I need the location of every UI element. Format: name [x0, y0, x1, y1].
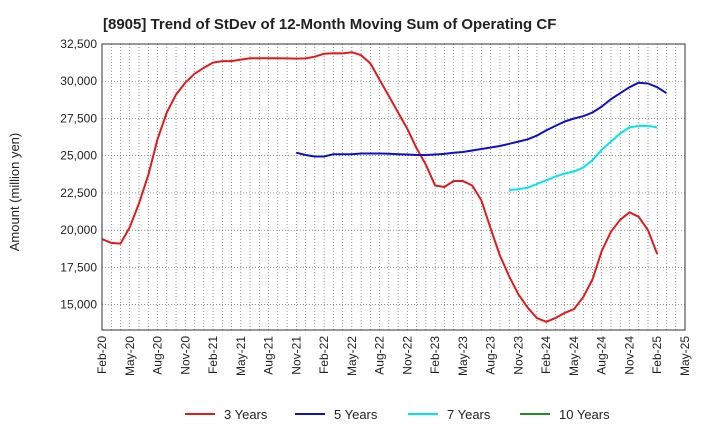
- plot-frame: [101, 43, 686, 331]
- y-tick-label: 25,000: [60, 149, 97, 163]
- x-tick-label: May-25: [678, 336, 692, 376]
- plot-background: [102, 44, 685, 330]
- x-tick-labels: Feb-20 May-20 Aug-20 Nov-20 Feb-21 May-21 Aug-…: [95, 336, 692, 376]
- legend-label: 10 Years: [559, 407, 610, 422]
- series-line-5-years: [296, 81, 668, 158]
- x-tick-label: Nov-20: [178, 336, 192, 375]
- x-tick-label: May-21: [234, 336, 248, 376]
- y-tick-label: 20,000: [60, 223, 97, 237]
- x-tick-label: Feb-21: [206, 336, 220, 374]
- legend-item-5-years: 5 Years: [295, 407, 378, 422]
- y-tick-label: 15,000: [60, 298, 97, 312]
- x-tick-label: May-22: [345, 336, 359, 376]
- x-tick-label: Nov-22: [400, 336, 414, 375]
- legend-item-3-years: 3 Years: [185, 407, 268, 422]
- x-tick-label: Nov-24: [622, 336, 636, 375]
- x-tick-label: May-23: [456, 336, 470, 376]
- chart-title: [8905] Trend of StDev of 12-Month Moving…: [103, 16, 556, 33]
- x-tick-label: Feb-24: [539, 336, 553, 374]
- y-axis-label: Amount (million yen): [7, 133, 22, 252]
- y-tick-label: 22,500: [60, 186, 97, 200]
- legend-item-7-years: 7 Years: [408, 407, 491, 422]
- y-tick-label: 32,500: [60, 37, 97, 51]
- x-tick-label: Aug-20: [151, 336, 165, 375]
- x-tick-label: Aug-23: [484, 336, 498, 375]
- y-tick-label: 17,500: [60, 260, 97, 274]
- y-tick-label: 30,000: [60, 74, 97, 88]
- legend-item-10-years: 10 Years: [520, 407, 610, 422]
- x-tick-label: Feb-23: [428, 336, 442, 374]
- series-layer: [101, 51, 668, 323]
- x-tick-label: Aug-22: [373, 336, 387, 375]
- plot-area: [102, 44, 685, 330]
- x-tick-label: Feb-22: [317, 336, 331, 374]
- series-line-7-years: [509, 124, 658, 191]
- series-line-3-years: [101, 51, 659, 323]
- y-tick-label: 27,500: [60, 111, 97, 125]
- legend: 3 Years 5 Years 7 Years 10 Years: [185, 407, 610, 422]
- legend-label: 3 Years: [224, 407, 268, 422]
- x-tick-label: May-20: [123, 336, 137, 376]
- legend-label: 5 Years: [334, 407, 378, 422]
- legend-label: 7 Years: [447, 407, 491, 422]
- x-tick-label: Aug-21: [262, 336, 276, 375]
- x-tick-label: May-24: [567, 336, 581, 376]
- axes: [101, 43, 686, 331]
- x-tick-label: Nov-23: [511, 336, 525, 375]
- x-tick-label: Aug-24: [595, 336, 609, 375]
- x-tick-label: Nov-21: [289, 336, 303, 375]
- y-tick-labels: 15,000 17,500 20,000 22,500 25,000 27,500 30,0…: [60, 37, 97, 312]
- x-tick-label: Feb-25: [650, 336, 664, 374]
- x-tick-label: Feb-20: [95, 336, 109, 374]
